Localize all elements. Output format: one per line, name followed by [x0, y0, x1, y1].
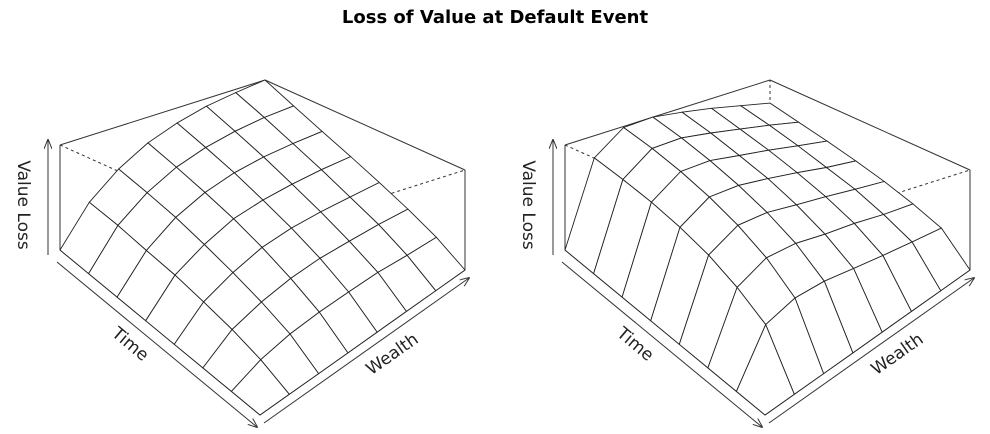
- box-edge: [564, 79, 771, 146]
- box-edge: [264, 79, 466, 171]
- box-edge: [59, 79, 266, 146]
- axis-arrow: [561, 261, 762, 427]
- chart-title: Loss of Value at Default Event: [342, 7, 649, 28]
- surface-cell: [230, 359, 290, 416]
- axis-arrow: [56, 261, 257, 427]
- box-edge: [769, 79, 971, 171]
- z-axis-label: Value Loss: [518, 160, 538, 250]
- axis-arrow: [768, 278, 974, 424]
- z-axis-label: Value Loss: [13, 160, 33, 250]
- surface-cell: [735, 323, 795, 416]
- axis-arrow: [263, 278, 469, 424]
